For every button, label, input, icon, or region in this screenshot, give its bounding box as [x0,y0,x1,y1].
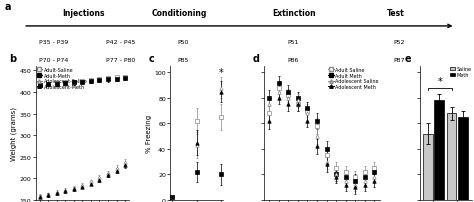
Legend: Adult-Saline, Adult-Meth, Adolescent-Saline, Adolescent-Meth: Adult-Saline, Adult-Meth, Adolescent-Sal… [36,68,88,90]
Bar [423,134,433,200]
Y-axis label: Weight (grams): Weight (grams) [10,106,17,160]
Text: Injections: Injections [62,9,104,18]
Y-axis label: % Freezing: % Freezing [146,114,152,152]
Legend: Adult Saline, Adult Meth, Adolescent Saline, Adolescent Meth: Adult Saline, Adult Meth, Adolescent Sal… [328,68,379,90]
Text: e: e [405,53,411,63]
Text: P50: P50 [177,40,189,45]
Text: a: a [5,2,11,12]
Text: P87: P87 [393,58,405,63]
Text: b: b [9,53,17,63]
Bar [434,101,444,200]
Text: *: * [438,77,442,87]
Text: *: * [219,68,223,78]
Bar [458,117,468,200]
Text: P52: P52 [393,40,405,45]
Text: d: d [253,53,259,63]
Text: P77 - P80: P77 - P80 [106,58,135,63]
Text: Conditioning: Conditioning [152,9,207,18]
Text: c: c [149,53,155,63]
Text: Extinction: Extinction [273,9,316,18]
Text: P35 - P39: P35 - P39 [39,40,69,45]
Text: Test: Test [387,9,405,18]
Text: P86: P86 [288,58,299,63]
Text: P85: P85 [177,58,189,63]
Legend: Saline, Meth: Saline, Meth [450,67,471,78]
Bar [447,114,456,200]
Text: P70 - P74: P70 - P74 [39,58,69,63]
Text: P51: P51 [288,40,299,45]
Text: P42 - P45: P42 - P45 [106,40,136,45]
